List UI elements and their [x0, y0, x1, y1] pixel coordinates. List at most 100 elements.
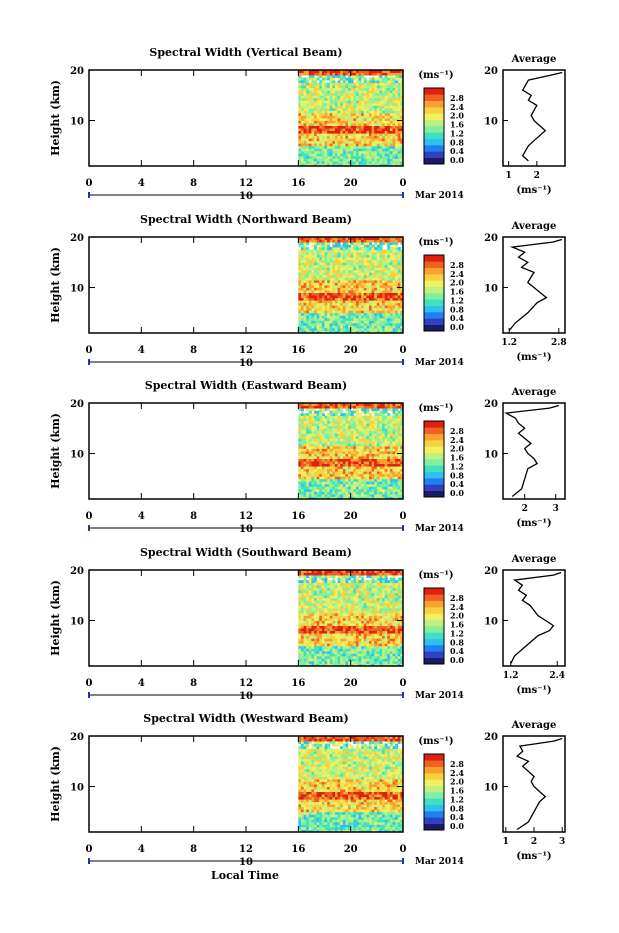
- heatmap-cell: [393, 293, 396, 296]
- heatmap-cell: [309, 90, 312, 93]
- heatmap-cell: [395, 247, 398, 250]
- heatmap-cell: [306, 426, 309, 429]
- heatmap-cell: [390, 143, 393, 146]
- heatmap-cell: [382, 413, 385, 416]
- heatmap-cell: [393, 448, 396, 451]
- heatmap-cell: [348, 438, 351, 441]
- heatmap-cell: [327, 151, 330, 154]
- heatmap-cell: [395, 90, 398, 93]
- heatmap-cell: [309, 262, 312, 265]
- heatmap-cell: [348, 456, 351, 459]
- heatmap-cell: [309, 436, 312, 439]
- heatmap-cell: [325, 275, 328, 278]
- heatmap-cell: [348, 100, 351, 103]
- heatmap-cell: [330, 282, 333, 285]
- heatmap-cell: [325, 486, 328, 489]
- heatmap-cell: [298, 88, 301, 91]
- heatmap-cell: [309, 240, 312, 243]
- heatmap-cell: [359, 651, 362, 654]
- heatmap-cell: [322, 464, 325, 467]
- heatmap-cell: [332, 494, 335, 497]
- heatmap-cell: [335, 651, 338, 654]
- heatmap-cell: [338, 121, 341, 124]
- heatmap-cell: [343, 260, 346, 263]
- heatmap-cell: [301, 260, 304, 263]
- heatmap-cell: [301, 416, 304, 419]
- heatmap-cell: [369, 113, 372, 116]
- heatmap-cell: [309, 158, 312, 161]
- heatmap-cell: [351, 454, 354, 457]
- heatmap-cell: [377, 80, 380, 83]
- heatmap-cell: [322, 486, 325, 489]
- heatmap-cell: [345, 282, 348, 285]
- heatmap-cell: [356, 110, 359, 113]
- heatmap-cell: [353, 320, 356, 323]
- heatmap-cell: [351, 315, 354, 318]
- heatmap-cell: [317, 131, 320, 134]
- heatmap-cell: [385, 156, 388, 159]
- heatmap-cell: [393, 651, 396, 654]
- heatmap-cell: [374, 308, 377, 311]
- heatmap-cell: [335, 431, 338, 434]
- heatmap-cell: [359, 240, 362, 243]
- heatmap-cell: [379, 423, 382, 426]
- heatmap-cell: [385, 250, 388, 253]
- heatmap-cell: [338, 285, 341, 288]
- heatmap-cell: [319, 451, 322, 454]
- heatmap-cell: [319, 146, 322, 149]
- heatmap-cell: [304, 328, 307, 331]
- heatmap-cell: [353, 489, 356, 492]
- heatmap-cell: [332, 406, 335, 409]
- heatmap-cell: [306, 138, 309, 141]
- heatmap-cell: [398, 148, 401, 151]
- heatmap-cell: [356, 305, 359, 308]
- heatmap-cell: [379, 313, 382, 316]
- heatmap-cell: [327, 484, 330, 487]
- heatmap-cell: [387, 658, 390, 661]
- heatmap-cell: [298, 267, 301, 270]
- heatmap-cell: [345, 126, 348, 129]
- heatmap-cell: [325, 325, 328, 328]
- heatmap-cell: [387, 446, 390, 449]
- heatmap-cell: [340, 408, 343, 411]
- heatmap-cell: [322, 103, 325, 106]
- heatmap-cell: [374, 298, 377, 301]
- heatmap-cell: [298, 151, 301, 154]
- heatmap-cell: [314, 161, 317, 164]
- heatmap-cell: [317, 413, 320, 416]
- heatmap-cell: [340, 83, 343, 86]
- heatmap-cell: [379, 242, 382, 245]
- heatmap-cell: [348, 131, 351, 134]
- heatmap-cell: [379, 651, 382, 654]
- heatmap-cell: [356, 260, 359, 263]
- heatmap-cell: [301, 280, 304, 283]
- heatmap-cell: [379, 100, 382, 103]
- heatmap-cell: [369, 448, 372, 451]
- heatmap-cell: [325, 90, 328, 93]
- heatmap-cell: [372, 88, 375, 91]
- heatmap-cell: [364, 303, 367, 306]
- heatmap-cell: [351, 88, 354, 91]
- heatmap-cell: [327, 75, 330, 78]
- heatmap-cell: [385, 408, 388, 411]
- heatmap-cell: [377, 247, 380, 250]
- heatmap-cell: [364, 298, 367, 301]
- heatmap-cell: [309, 451, 312, 454]
- heatmap-cell: [398, 100, 401, 103]
- heatmap-cell: [361, 320, 364, 323]
- heatmap-cell: [311, 313, 314, 316]
- heatmap-cell: [327, 318, 330, 321]
- heatmap-cell: [353, 277, 356, 280]
- heatmap-cell: [364, 293, 367, 296]
- heatmap-cell: [398, 416, 401, 419]
- heatmap-cell: [301, 320, 304, 323]
- heatmap-cell: [327, 262, 330, 265]
- heatmap-cell: [311, 240, 314, 243]
- heatmap-cell: [343, 448, 346, 451]
- heatmap-cell: [356, 95, 359, 98]
- heatmap-cell: [335, 436, 338, 439]
- heatmap-cell: [398, 110, 401, 113]
- heatmap-cell: [340, 651, 343, 654]
- heatmap-cell: [314, 267, 317, 270]
- heatmap-cell: [348, 433, 351, 436]
